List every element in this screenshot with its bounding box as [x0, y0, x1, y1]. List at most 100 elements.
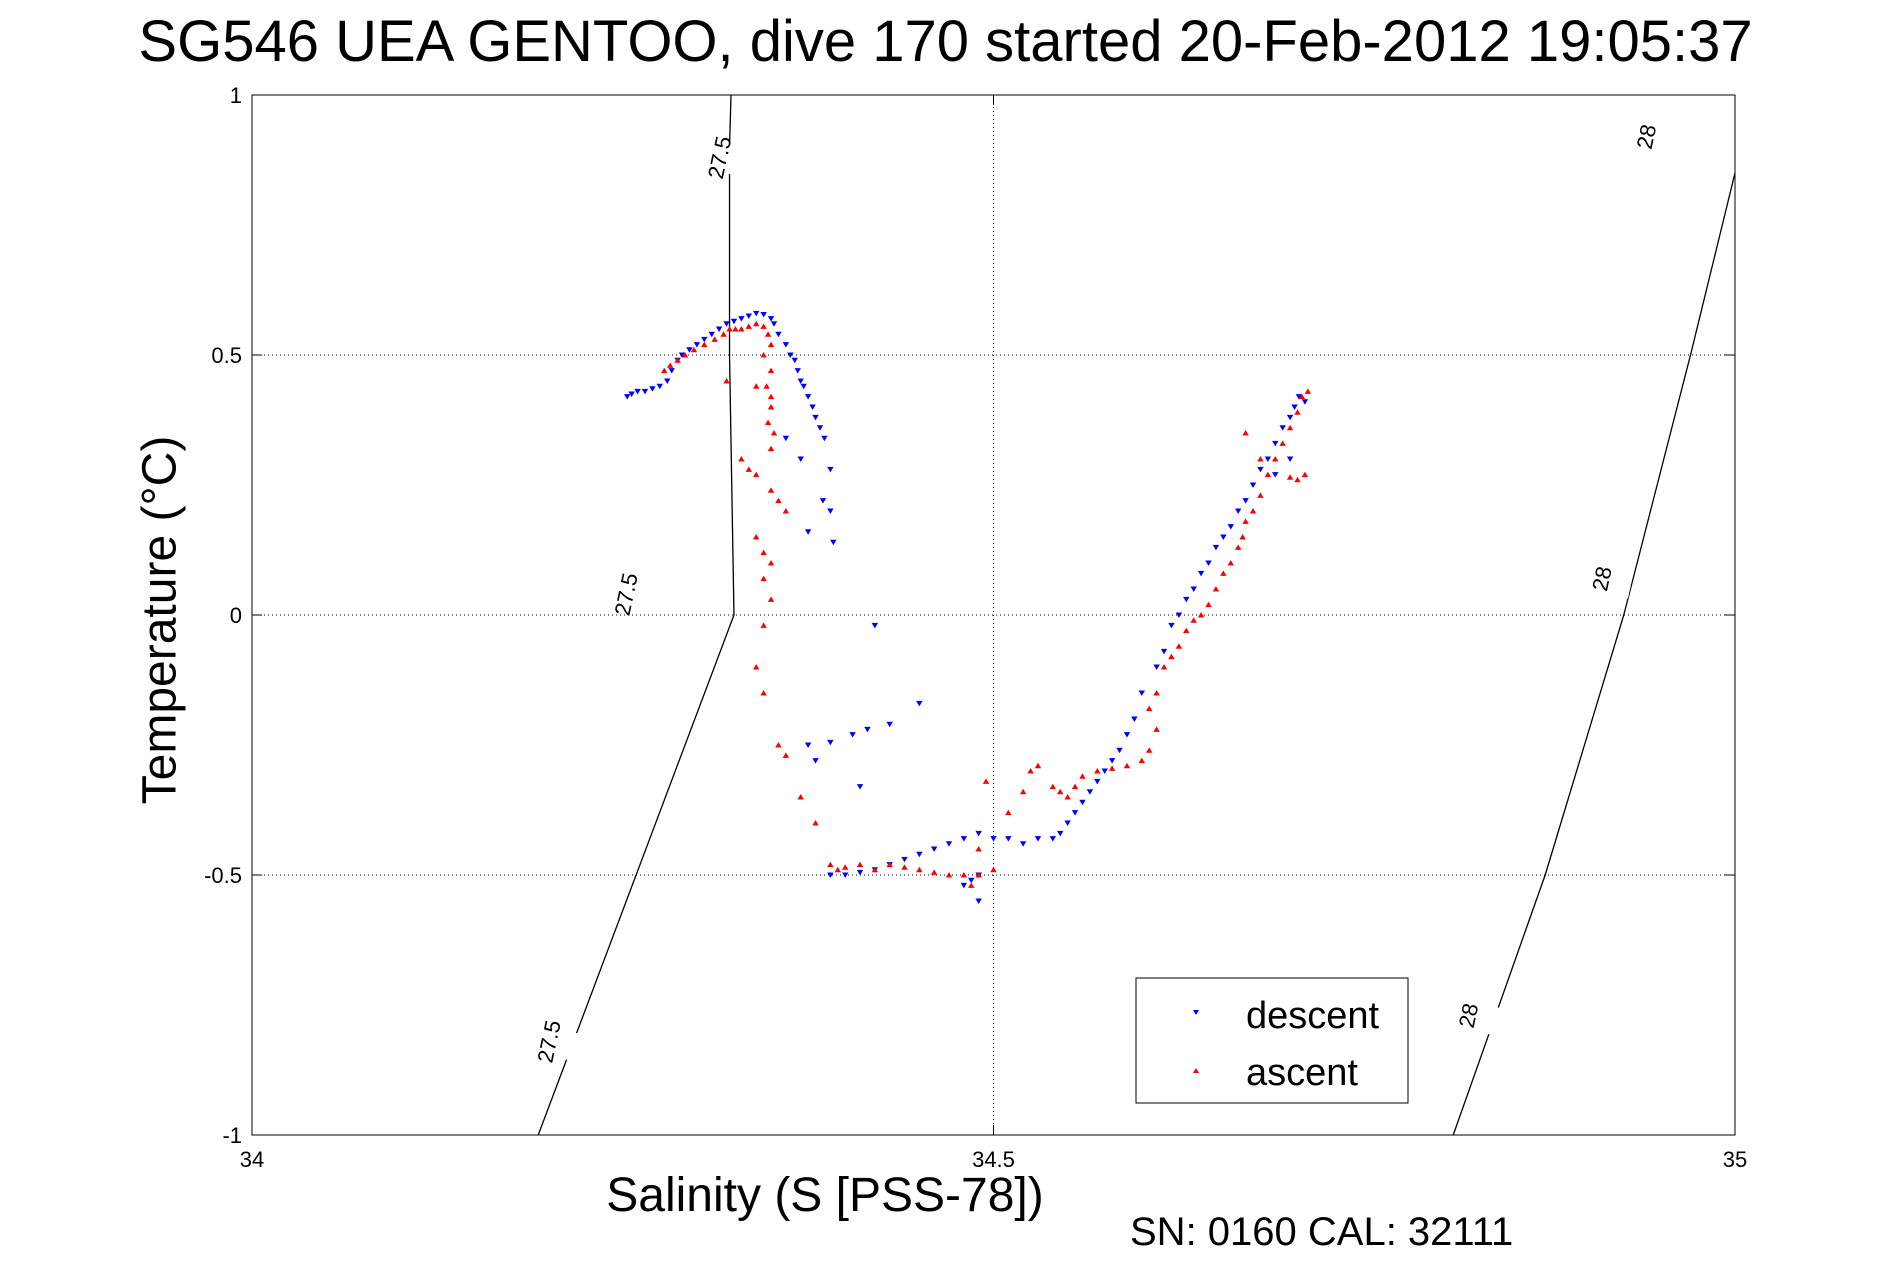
- ascent-point: [1175, 643, 1183, 649]
- ascent-point: [1212, 586, 1220, 592]
- ascent-point: [767, 596, 775, 602]
- descent-point: [730, 318, 738, 325]
- ascent-point: [901, 864, 908, 870]
- ascent-point: [745, 323, 753, 329]
- legend: descent ascent: [1135, 977, 1409, 1104]
- descent-point: [1057, 830, 1064, 837]
- ascent-point: [674, 357, 681, 363]
- ascent-point: [760, 323, 767, 329]
- ascent-point: [745, 466, 753, 472]
- descent-point: [708, 331, 715, 338]
- descent-point: [693, 342, 701, 348]
- ascent-point: [661, 367, 668, 374]
- descent-point: [812, 414, 819, 421]
- descent-point: [1234, 508, 1242, 514]
- ascent-point: [1264, 471, 1272, 478]
- descent-point: [1086, 789, 1094, 795]
- descent-point: [804, 742, 812, 748]
- ascent-point: [1168, 653, 1175, 660]
- ascent-point: [1279, 440, 1286, 446]
- descent-point: [975, 830, 982, 837]
- y-tick-label: -1: [222, 1123, 242, 1148]
- ascent-point: [960, 872, 968, 878]
- descent-point: [668, 368, 675, 374]
- ascent-point: [871, 866, 879, 873]
- x-axis-label: Salinity (S [PSS-78]): [606, 1169, 1044, 1222]
- ascent-point: [764, 419, 772, 426]
- ascent-point: [1079, 773, 1086, 779]
- descent-point: [968, 877, 975, 884]
- descent-point: [809, 404, 816, 410]
- ascent-point: [1190, 617, 1197, 623]
- ascent-point: [1257, 456, 1264, 462]
- descent-point: [1005, 836, 1012, 842]
- ascent-point: [1294, 476, 1301, 483]
- ascent-point: [760, 549, 767, 556]
- isopycnal-label: 28: [1632, 122, 1662, 151]
- ascent-point: [767, 487, 775, 493]
- descent-point: [804, 394, 812, 400]
- ascent-point: [1108, 765, 1116, 771]
- descent-point: [791, 357, 798, 364]
- descent-point: [960, 836, 968, 842]
- ascent-point: [738, 326, 745, 332]
- descent-point: [1123, 732, 1131, 738]
- descent-point: [723, 321, 730, 327]
- y-tick-label: 0: [230, 603, 242, 628]
- descent-point: [800, 383, 807, 390]
- ascent-point: [1286, 474, 1294, 480]
- descent-point: [1160, 648, 1168, 655]
- ascent-point: [782, 752, 790, 758]
- ascent-point: [975, 846, 982, 852]
- ascent-point: [1153, 726, 1160, 732]
- descent-point: [628, 391, 635, 397]
- isopycnal-label-bg: [1435, 995, 1501, 1036]
- descent-point: [1227, 524, 1234, 530]
- descent-point: [1079, 799, 1086, 806]
- isopycnal-label: 28: [1454, 1001, 1484, 1030]
- descent-point: [787, 352, 794, 358]
- descent-point: [930, 846, 938, 852]
- ascent-point: [726, 326, 733, 332]
- descent-point: [821, 435, 828, 442]
- descent-point: [701, 336, 708, 343]
- isopycnal-label-bg: [1569, 558, 1634, 599]
- descent-point: [738, 316, 745, 322]
- ascent-point: [1005, 809, 1012, 816]
- ascent-point: [982, 778, 990, 784]
- descent-point: [1183, 596, 1190, 603]
- descent-point: [1264, 456, 1272, 462]
- descent-point: [678, 352, 686, 358]
- descent-point: [827, 872, 834, 878]
- x-tick-label: 34: [240, 1147, 264, 1172]
- descent-point: [656, 383, 664, 390]
- ascent-point: [767, 445, 775, 452]
- descent-point: [916, 851, 923, 858]
- descent-point: [760, 311, 767, 318]
- isopycnal-label-bg: [1613, 116, 1679, 157]
- ascent-point: [720, 331, 727, 337]
- descent-point: [715, 326, 723, 332]
- ascent-point: [1298, 393, 1306, 400]
- descent-point: [975, 898, 982, 904]
- descent-point: [745, 313, 753, 319]
- descent-point: [827, 739, 834, 746]
- descent-point: [849, 732, 856, 738]
- y-tick-label: -0.5: [204, 863, 242, 888]
- descent-point: [812, 758, 819, 764]
- ascent-point: [753, 383, 760, 389]
- ascent-point: [1304, 388, 1312, 394]
- ascent-point: [1123, 762, 1131, 769]
- descent-point: [1175, 612, 1183, 618]
- ascent-point: [1239, 534, 1246, 540]
- descent-point: [1094, 778, 1101, 785]
- ascent-point: [775, 742, 782, 748]
- y-tick-label: 0.5: [211, 343, 242, 368]
- ascent-point: [782, 508, 790, 514]
- descent-point: [797, 378, 804, 384]
- descent-point: [1108, 758, 1116, 764]
- ascent-point: [760, 352, 767, 358]
- ascent-point: [930, 869, 938, 875]
